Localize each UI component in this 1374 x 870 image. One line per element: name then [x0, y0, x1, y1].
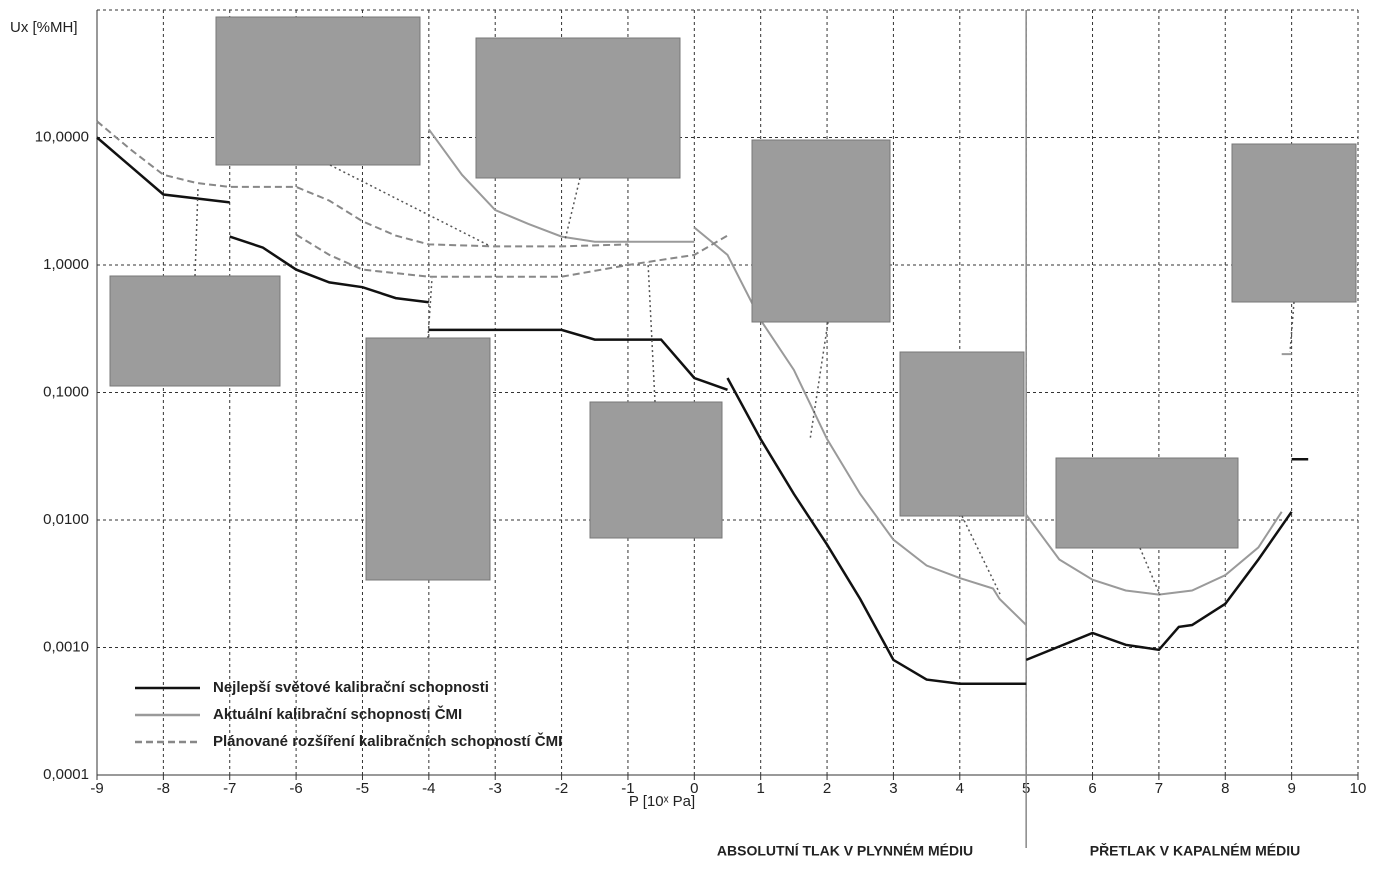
x-tick-label: 10 [1350, 780, 1367, 797]
y-tick-label: 0,1000 [43, 383, 89, 400]
x-tick-label: -7 [223, 780, 236, 797]
x-tick-label: -8 [157, 780, 170, 797]
y-tick-label: 10,0000 [35, 128, 89, 145]
x-tick-label: 9 [1287, 780, 1295, 797]
x-axis-label: P [10ˣ Pa] [629, 793, 695, 810]
x-tick-label: 1 [757, 780, 765, 797]
x-tick-label: -6 [289, 780, 302, 797]
photo [1232, 144, 1356, 302]
x-tick-label: 7 [1155, 780, 1163, 797]
x-tick-label: -4 [422, 780, 435, 797]
x-tick-label: 8 [1221, 780, 1229, 797]
x-tick-label: 3 [889, 780, 897, 797]
x-tick-label: 4 [956, 780, 964, 797]
legend-label: Aktuální kalibrační schopnosti ČMI [213, 705, 462, 723]
x-tick-label: 2 [823, 780, 831, 797]
y-tick-label: 0,0100 [43, 511, 89, 528]
legend-label: Plánované rozšíření kalibračních schopno… [213, 732, 562, 750]
y-axis-label: Ux [%MH] [10, 19, 78, 36]
photo [752, 140, 890, 322]
photo [216, 17, 420, 165]
annotation: ABSOLUTNÍ TLAK V PLYNNÉM MÉDIU [717, 843, 973, 859]
chart: 0,0001 0,0010 0,0100 0,1000 1,0000 10,0000 -9 -… [0, 0, 1374, 865]
y-tick-label: 0,0010 [43, 638, 89, 655]
x-tick-label: -5 [356, 780, 369, 797]
x-tick-label: -2 [555, 780, 568, 797]
legend-label: Nejlepší světové kalibrační schopnosti [213, 679, 489, 696]
y-tick-label: 0,0001 [43, 766, 89, 783]
photo [900, 352, 1024, 516]
x-tick-label: -3 [489, 780, 502, 797]
x-tick-label: -9 [90, 780, 103, 797]
photo [476, 38, 680, 178]
photo [1056, 458, 1238, 548]
photo [366, 338, 490, 580]
photos [110, 17, 1356, 595]
annotation: PŘETLAK V KAPALNÉM MÉDIU [1090, 842, 1301, 859]
y-tick-label: 1,0000 [43, 256, 89, 273]
photo [110, 276, 280, 386]
photo [590, 402, 722, 538]
x-tick-label: 6 [1088, 780, 1096, 797]
